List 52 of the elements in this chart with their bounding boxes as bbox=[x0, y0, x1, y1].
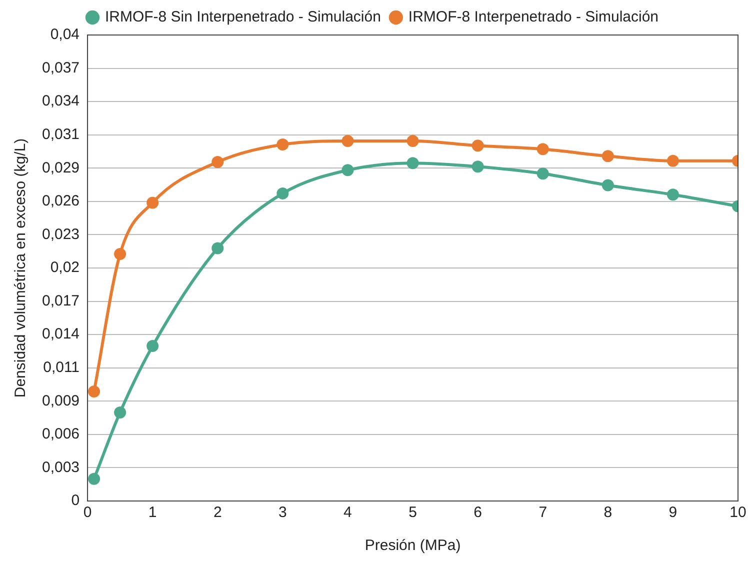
point bbox=[342, 164, 354, 176]
y-tick-label: 0,037 bbox=[42, 59, 80, 76]
point bbox=[146, 340, 159, 352]
y-tick-label: 0,023 bbox=[42, 226, 80, 243]
y-tick-label: 0,014 bbox=[42, 326, 80, 343]
y-tick-label: 0,02 bbox=[50, 259, 80, 276]
point bbox=[342, 135, 354, 148]
point bbox=[88, 472, 100, 485]
x-tick-label: 0 bbox=[83, 504, 92, 522]
point bbox=[666, 188, 679, 201]
y-tick-label: 0,031 bbox=[42, 126, 80, 143]
point bbox=[472, 160, 484, 173]
point bbox=[536, 143, 549, 156]
point bbox=[536, 168, 549, 180]
point bbox=[406, 157, 419, 170]
point bbox=[114, 248, 126, 260]
x-tick-label: 4 bbox=[344, 504, 352, 522]
x-axis-title: Presión (MPa) bbox=[364, 537, 461, 554]
y-tick-label: 0,011 bbox=[43, 358, 80, 376]
point bbox=[602, 179, 614, 192]
point bbox=[212, 242, 224, 254]
y-tick-label: 0,017 bbox=[42, 292, 80, 310]
point bbox=[276, 138, 289, 151]
y-axis-title: Densidad volumétrica en exceso (kg/L) bbox=[12, 138, 30, 398]
point bbox=[666, 154, 679, 167]
x-tick-label: 8 bbox=[604, 504, 612, 522]
y-tick-label: 0,026 bbox=[42, 192, 80, 210]
x-tick-label: 6 bbox=[474, 504, 482, 522]
y-tick-label: 0,034 bbox=[42, 92, 80, 110]
x-tick-label: 2 bbox=[213, 504, 222, 522]
point bbox=[212, 156, 224, 168]
y-tick-label: 0,029 bbox=[42, 159, 80, 176]
x-tick-label: 9 bbox=[668, 504, 678, 522]
point bbox=[472, 140, 484, 152]
point bbox=[114, 406, 126, 418]
y-tick-label: 0,04 bbox=[50, 26, 80, 44]
point bbox=[602, 150, 614, 162]
x-tick-label: 5 bbox=[408, 504, 417, 522]
legend-label: IRMOF-8 Interpenetrado - Simulación bbox=[408, 8, 659, 26]
x-tick-label: 1 bbox=[148, 504, 157, 522]
point bbox=[146, 196, 159, 209]
x-tick-label: 3 bbox=[278, 504, 287, 522]
legend-label: IRMOF-8 Sin Interpenetrado - Simulación bbox=[104, 8, 381, 26]
x-tick-label: 10 bbox=[730, 504, 746, 522]
y-tick-label: 0 bbox=[71, 492, 80, 510]
point bbox=[406, 135, 419, 148]
point bbox=[88, 385, 100, 398]
point bbox=[276, 187, 289, 200]
x-tick-label: 7 bbox=[538, 504, 548, 522]
y-tick-label: 0,006 bbox=[42, 426, 80, 443]
y-tick-label: 0,009 bbox=[42, 392, 80, 410]
y-tick-label: 0,003 bbox=[42, 458, 80, 476]
